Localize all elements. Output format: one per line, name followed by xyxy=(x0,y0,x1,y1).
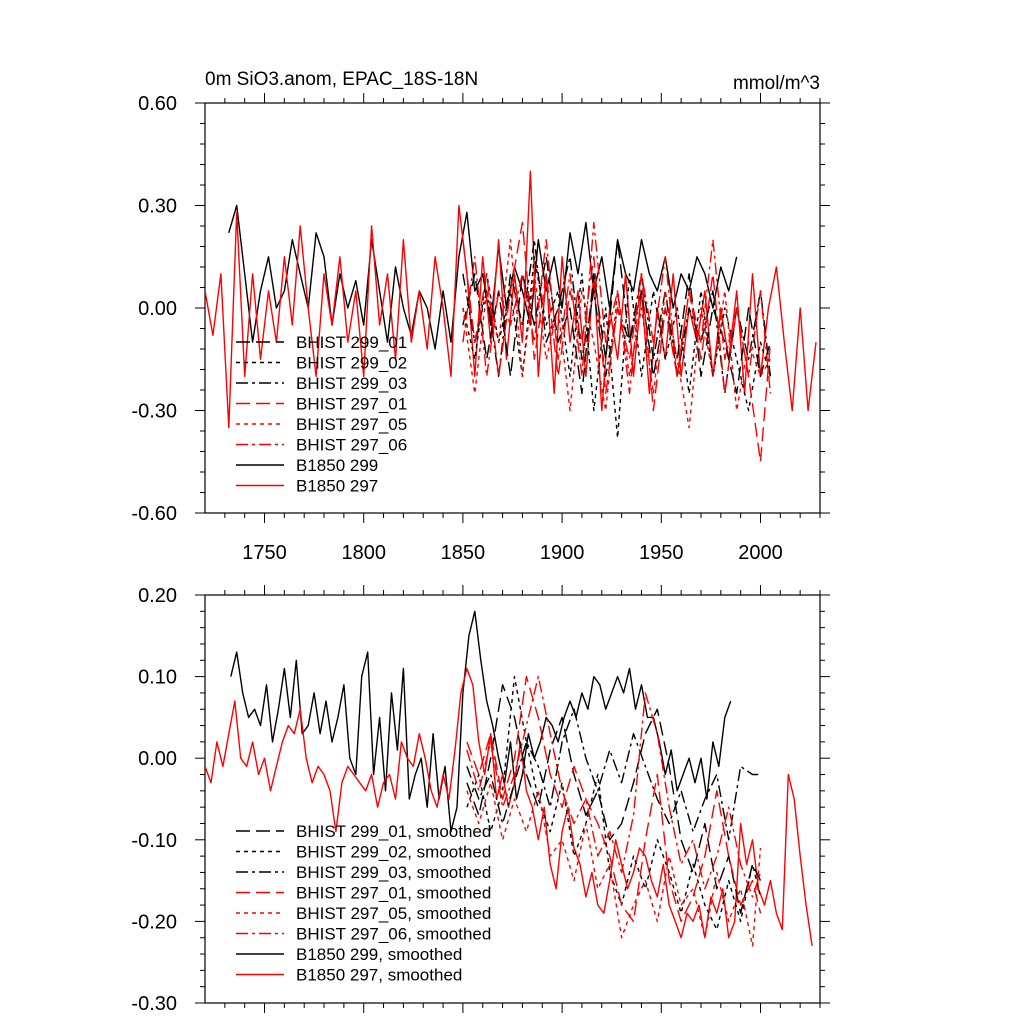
y-tick-label: 0.00 xyxy=(138,748,177,770)
legend-label: B1850 299, smoothed xyxy=(296,945,462,964)
legend-label: BHIST 297_05, smoothed xyxy=(296,904,491,923)
y-tick-label: -0.20 xyxy=(131,911,177,933)
series-line xyxy=(462,256,772,439)
units-label: mmol/m^3 xyxy=(733,73,820,94)
series-line xyxy=(466,708,761,841)
x-tick-label: 1850 xyxy=(441,542,486,564)
series-group xyxy=(205,170,817,463)
y-tick-label: -0.30 xyxy=(131,401,177,423)
series-line xyxy=(462,221,772,463)
series-group xyxy=(205,610,813,947)
series-line xyxy=(466,675,762,931)
y-tick-label: 0.10 xyxy=(138,667,177,689)
x-tick-label: 1900 xyxy=(540,542,585,564)
x-tick-label: 1800 xyxy=(341,542,386,564)
series-line xyxy=(466,782,762,947)
legend-label: BHIST 297_01 xyxy=(296,395,407,414)
legend-label: B1850 297, smoothed xyxy=(296,966,462,985)
series-line xyxy=(466,675,762,898)
legend-label: BHIST 299_03, smoothed xyxy=(296,863,491,882)
y-tick-label: -0.10 xyxy=(131,830,177,852)
legend-label: BHIST 299_02, smoothed xyxy=(296,843,491,862)
legend-label: BHIST 299_01, smoothed xyxy=(296,822,491,841)
x-tick-label: 1750 xyxy=(242,542,287,564)
plot-frame xyxy=(204,594,821,1004)
bottom-panel: 0.20 0.10 0.00 -0.10 -0.20 -0.30 BHIST 299_01,… xyxy=(131,585,830,1015)
series-line xyxy=(462,221,772,395)
top-panel: 0.60 0.30 0.00 -0.30 -0.60 1750 1800 1850 1900 19… xyxy=(131,69,830,564)
series-line xyxy=(228,204,738,350)
y-tick-label: -0.60 xyxy=(131,503,177,525)
y-tick-label: -0.30 xyxy=(131,993,177,1015)
series-line xyxy=(230,610,732,833)
y-tick-label: 0.60 xyxy=(138,93,177,115)
legend-label: BHIST 299_03 xyxy=(296,374,407,393)
chart-title: 0m SiO3.anom, EPAC_18S-18N xyxy=(205,69,478,90)
y-tick-label: 0.30 xyxy=(138,196,177,218)
legend-label: BHIST 297_01, smoothed xyxy=(296,884,491,903)
legend-label: B1850 299 xyxy=(296,456,378,475)
y-tick-label: 0.20 xyxy=(138,585,177,607)
series-line xyxy=(205,667,813,947)
x-tick-label: 2000 xyxy=(738,542,783,564)
legend-label: B1850 297 xyxy=(296,477,378,496)
series-line xyxy=(466,675,762,923)
series-line xyxy=(466,684,762,914)
y-tick-label: 0.00 xyxy=(138,298,177,320)
legend-label: BHIST 299_01 xyxy=(296,333,407,352)
legend-label: BHIST 297_06 xyxy=(296,436,407,455)
legend-label: BHIST 297_06, smoothed xyxy=(296,925,491,944)
legend-label: BHIST 299_02 xyxy=(296,354,407,373)
legend-label: BHIST 297_05 xyxy=(296,415,407,434)
x-tick-label: 1950 xyxy=(639,542,684,564)
